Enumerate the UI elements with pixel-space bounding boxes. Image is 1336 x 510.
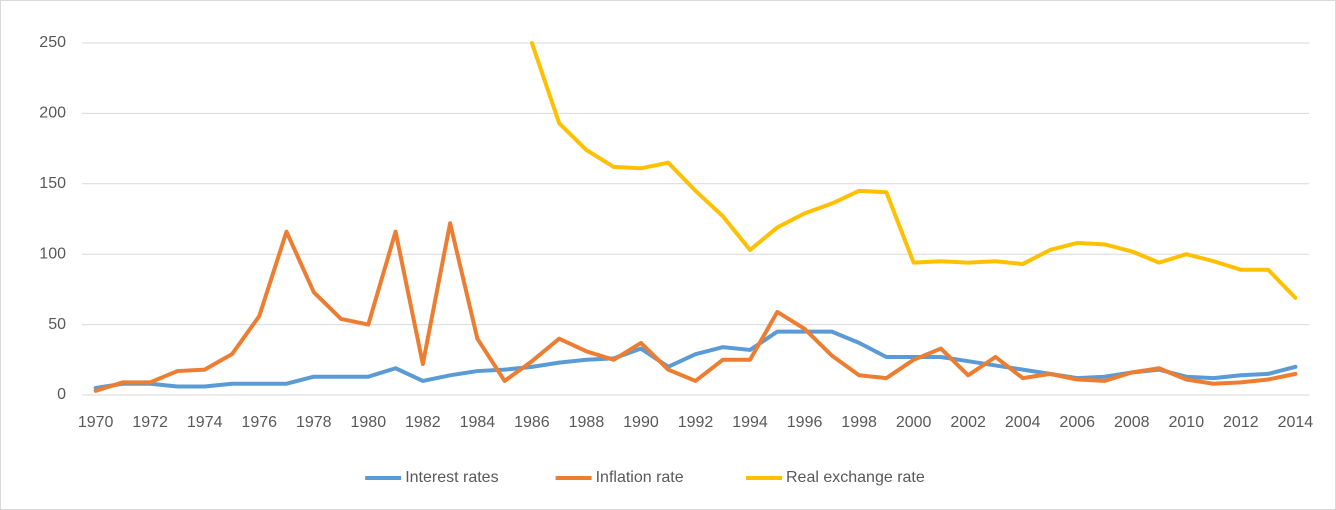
x-tick-label: 2012 — [1223, 414, 1259, 431]
x-tick-label: 1994 — [732, 414, 768, 431]
x-tick-label: 1976 — [241, 414, 277, 431]
y-tick-label: 100 — [39, 245, 66, 262]
x-tick-label: 1992 — [678, 414, 714, 431]
legend-label: Inflation rate — [596, 469, 684, 486]
x-tick-label: 1980 — [351, 414, 387, 431]
x-tick-label: 1974 — [187, 414, 223, 431]
x-tick-label: 1998 — [841, 414, 877, 431]
x-tick-label: 2000 — [896, 414, 932, 431]
x-tick-label: 1988 — [569, 414, 605, 431]
series-line — [529, 41, 1298, 300]
y-tick-label: 0 — [57, 386, 66, 403]
y-tick-label: 50 — [48, 316, 66, 333]
y-tick-label: 150 — [39, 175, 66, 192]
x-tick-label: 1990 — [623, 414, 659, 431]
x-tick-label: 2004 — [1005, 414, 1041, 431]
x-tick-label: 1978 — [296, 414, 332, 431]
x-tick-label: 2002 — [950, 414, 986, 431]
x-tick-label: 1986 — [514, 414, 550, 431]
x-tick-label: 1984 — [460, 414, 496, 431]
y-tick-label: 250 — [39, 34, 66, 51]
x-tick-label: 2014 — [1278, 414, 1314, 431]
x-tick-label: 1996 — [787, 414, 823, 431]
x-tick-label: 2006 — [1059, 414, 1095, 431]
x-tick-label: 1970 — [78, 414, 114, 431]
legend-label: Interest rates — [405, 469, 498, 486]
y-tick-label: 200 — [39, 105, 66, 122]
x-tick-label: 1982 — [405, 414, 441, 431]
legend-label: Real exchange rate — [786, 469, 925, 486]
x-tick-label: 1972 — [132, 414, 168, 431]
series-line — [93, 221, 1298, 393]
x-tick-label: 2010 — [1169, 414, 1205, 431]
x-tick-label: 2008 — [1114, 414, 1150, 431]
series-line — [93, 329, 1298, 390]
